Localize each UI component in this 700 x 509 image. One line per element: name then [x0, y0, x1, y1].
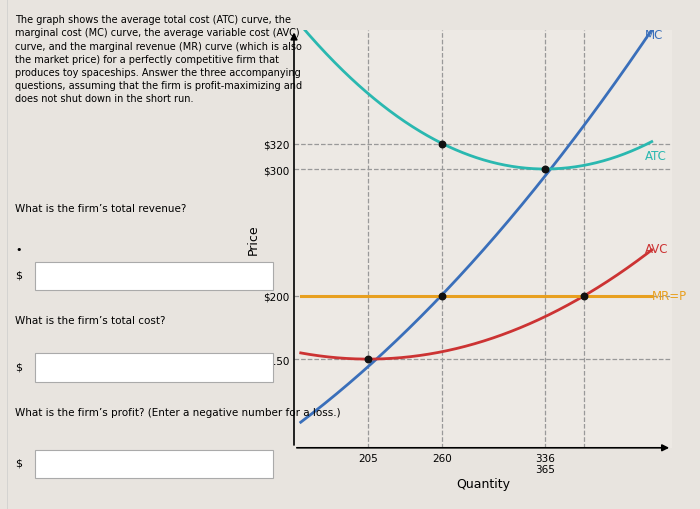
- Text: AVC: AVC: [645, 242, 668, 255]
- FancyBboxPatch shape: [35, 450, 273, 478]
- Text: MC: MC: [645, 29, 664, 42]
- FancyBboxPatch shape: [35, 262, 273, 290]
- Y-axis label: Price: Price: [247, 224, 260, 254]
- Text: $: $: [15, 361, 22, 372]
- Text: •: •: [15, 244, 22, 254]
- Text: $: $: [15, 270, 22, 280]
- Point: [437, 292, 448, 300]
- Point: [540, 165, 551, 174]
- Point: [437, 140, 448, 149]
- Text: The graph shows the average total cost (ATC) curve, the
marginal cost (MC) curve: The graph shows the average total cost (…: [15, 15, 302, 104]
- Text: MR=P: MR=P: [652, 290, 687, 303]
- Text: What is the firm’s profit? (Enter a negative number for a loss.): What is the firm’s profit? (Enter a nega…: [15, 407, 341, 417]
- X-axis label: Quantity: Quantity: [456, 477, 510, 490]
- Text: $: $: [15, 458, 22, 468]
- FancyBboxPatch shape: [35, 354, 273, 382]
- Text: What is the firm’s total revenue?: What is the firm’s total revenue?: [15, 204, 187, 214]
- Text: ATC: ATC: [645, 150, 667, 162]
- Point: [579, 292, 590, 300]
- Text: What is the firm’s total cost?: What is the firm’s total cost?: [15, 316, 166, 326]
- Point: [363, 355, 374, 363]
